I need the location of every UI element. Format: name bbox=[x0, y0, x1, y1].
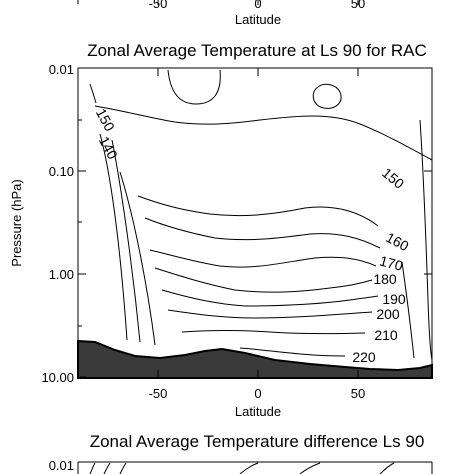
contour-line bbox=[379, 462, 395, 474]
contour-line bbox=[161, 289, 379, 307]
contour-line bbox=[167, 69, 221, 105]
contour-line bbox=[119, 171, 156, 346]
contour-line bbox=[299, 462, 321, 474]
contour-label: 150 bbox=[379, 165, 407, 192]
contour-line bbox=[119, 462, 127, 474]
contour-line bbox=[111, 139, 141, 343]
top-xlabel: Latitude bbox=[235, 12, 281, 27]
contour-line bbox=[154, 267, 373, 293]
x-tick-label: -50 bbox=[149, 386, 168, 401]
top-tick-label: 0 bbox=[254, 0, 261, 11]
contour-label: 170 bbox=[378, 252, 405, 274]
contour-label: 190 bbox=[382, 291, 406, 307]
y-tick-label: 10.00 bbox=[41, 370, 74, 385]
main-panel: Zonal Average Temperature at Ls 90 for R… bbox=[9, 41, 433, 419]
y-axis-label: Pressure (hPa) bbox=[9, 179, 24, 266]
top-tick-label: 50 bbox=[351, 0, 365, 11]
x-ticks: -50 0 50 bbox=[149, 68, 365, 401]
x-tick-label: 0 bbox=[254, 386, 261, 401]
contour-line bbox=[103, 462, 111, 474]
y-tick-label: 0.01 bbox=[49, 62, 74, 77]
contour-line bbox=[149, 249, 377, 268]
contour-line bbox=[94, 105, 433, 161]
contour-lines bbox=[89, 69, 433, 361]
contour-line bbox=[401, 261, 415, 359]
contour-line bbox=[99, 133, 128, 341]
contour-line bbox=[144, 217, 381, 249]
bottom-panel: Zonal Average Temperature difference Ls … bbox=[49, 432, 433, 474]
contour-labels: 150 140 150 160 170 180 190 200 210 220 bbox=[93, 106, 412, 365]
contour-label: 200 bbox=[376, 306, 400, 322]
contour-line bbox=[312, 83, 342, 109]
contour-label: 220 bbox=[352, 349, 376, 365]
contour-line bbox=[181, 330, 366, 335]
y-tick-label: 0.10 bbox=[49, 164, 74, 179]
contour-line bbox=[89, 462, 96, 474]
x-axis-label: Latitude bbox=[235, 404, 281, 419]
contour-label: 210 bbox=[374, 327, 398, 343]
plot-frame bbox=[77, 67, 433, 379]
top-strip: -50 0 50 Latitude bbox=[77, 0, 365, 27]
chart-title: Zonal Average Temperature at Ls 90 for R… bbox=[87, 41, 427, 60]
surface-terrain bbox=[77, 339, 433, 379]
contour-line bbox=[239, 462, 259, 474]
x-tick-label: 50 bbox=[351, 386, 365, 401]
y-ticks: 0.01 0.10 1.00 10.00 bbox=[41, 62, 432, 385]
chart-title-2: Zonal Average Temperature difference Ls … bbox=[90, 432, 425, 451]
contour-line bbox=[137, 195, 379, 227]
contour-line bbox=[239, 347, 346, 357]
contour-line bbox=[89, 83, 97, 104]
contour-label: 140 bbox=[96, 134, 121, 162]
contour-line bbox=[419, 119, 433, 361]
contour-line bbox=[167, 309, 373, 319]
contour-label: 180 bbox=[373, 271, 397, 287]
top-tick-label: -50 bbox=[149, 0, 168, 11]
contour-label: 160 bbox=[383, 229, 411, 254]
y-tick-label-2: 0.01 bbox=[49, 458, 74, 473]
y-tick-label: 1.00 bbox=[49, 267, 74, 282]
